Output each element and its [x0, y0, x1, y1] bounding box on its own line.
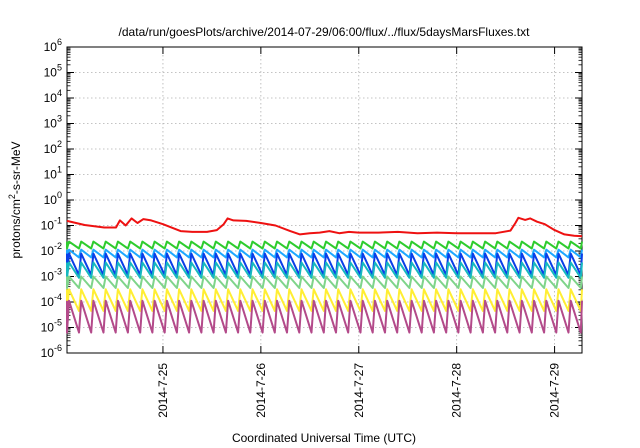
y-tick-label-exp: 6 — [57, 37, 62, 47]
y-tick-label-base: 10 — [44, 91, 58, 105]
x-tick-label: 2014-7-29 — [548, 363, 562, 418]
x-tick-label: 2014-7-25 — [156, 363, 170, 418]
y-tick-label-exp: -3 — [54, 267, 62, 277]
y-tick-label-base: 10 — [44, 168, 58, 182]
y-tick-label-base: 10 — [44, 40, 58, 54]
y-tick-label: 10-2 — [41, 241, 62, 258]
y-tick-label-exp: 3 — [57, 114, 62, 124]
y-tick-label: 10-4 — [41, 292, 62, 309]
y-tick-label: 100 — [44, 190, 62, 207]
y-tick-label-exp: -4 — [54, 292, 62, 302]
y-tick-label-exp: 5 — [57, 63, 62, 73]
series-line-0 — [66, 216, 583, 238]
y-tick-label-base: 10 — [44, 117, 58, 131]
y-tick-label-base: 10 — [41, 321, 55, 335]
series-lines — [66, 216, 583, 334]
x-tick-label: 2014-7-26 — [254, 363, 268, 418]
y-tick-label: 106 — [44, 37, 62, 54]
y-tick-label-base: 10 — [44, 193, 58, 207]
y-tick-label: 10-1 — [41, 216, 62, 233]
y-tick-label-exp: -2 — [54, 241, 62, 251]
y-tick-label: 102 — [44, 139, 62, 156]
y-tick-label: 104 — [44, 88, 62, 105]
y-tick-label: 101 — [44, 165, 62, 182]
y-tick-label: 10-6 — [41, 343, 62, 360]
y-tick-label-base: 10 — [41, 346, 55, 360]
y-axis-label-suffix: -s-sr-MeV — [9, 141, 23, 194]
series-line-2 — [66, 248, 583, 259]
series-line-1 — [66, 240, 583, 250]
y-tick-label-base: 10 — [41, 295, 55, 309]
y-axis-label-prefix: protons/cm — [9, 199, 23, 258]
y-tick-label-exp: 4 — [57, 88, 62, 98]
x-axis-ticks: 2014-7-25 2014-7-26 2014-7-27 2014-7-28 2014… — [156, 47, 562, 418]
y-tick-label-exp: 2 — [57, 139, 62, 149]
y-tick-label-base: 10 — [41, 270, 55, 284]
y-tick-label-base: 10 — [44, 142, 58, 156]
y-tick-label-exp: -6 — [54, 343, 62, 353]
x-axis-label: Coordinated Universal Time (UTC) — [232, 431, 416, 445]
y-tick-label: 105 — [44, 63, 62, 80]
y-tick-label-base: 10 — [41, 244, 55, 258]
y-axis-label: protons/cm2-s-sr-MeV — [7, 141, 23, 258]
y-axis-label-sup: 2 — [7, 194, 17, 199]
chart-title: /data/run/goesPlots/archive/2014-07-29/0… — [119, 25, 531, 39]
series-line-6 — [66, 288, 583, 312]
y-tick-label-exp: 0 — [57, 190, 62, 200]
y-axis-ticks: 10-610-510-410-310-210-11001011021031041… — [41, 37, 582, 360]
series-line-7 — [66, 299, 583, 334]
y-tick-label: 10-3 — [41, 267, 62, 284]
y-tick-label-exp: -1 — [54, 216, 62, 226]
y-tick-label-base: 10 — [41, 219, 55, 233]
x-tick-label: 2014-7-27 — [352, 363, 366, 418]
y-tick-label-exp: -5 — [54, 318, 62, 328]
y-tick-label-exp: 1 — [57, 165, 62, 175]
y-tick-label-base: 10 — [44, 66, 58, 80]
y-tick-label: 103 — [44, 114, 62, 131]
y-tick-label: 10-5 — [41, 318, 62, 335]
series-line-4 — [66, 261, 583, 279]
x-tick-label: 2014-7-28 — [450, 363, 464, 418]
series-line-5 — [66, 275, 583, 289]
